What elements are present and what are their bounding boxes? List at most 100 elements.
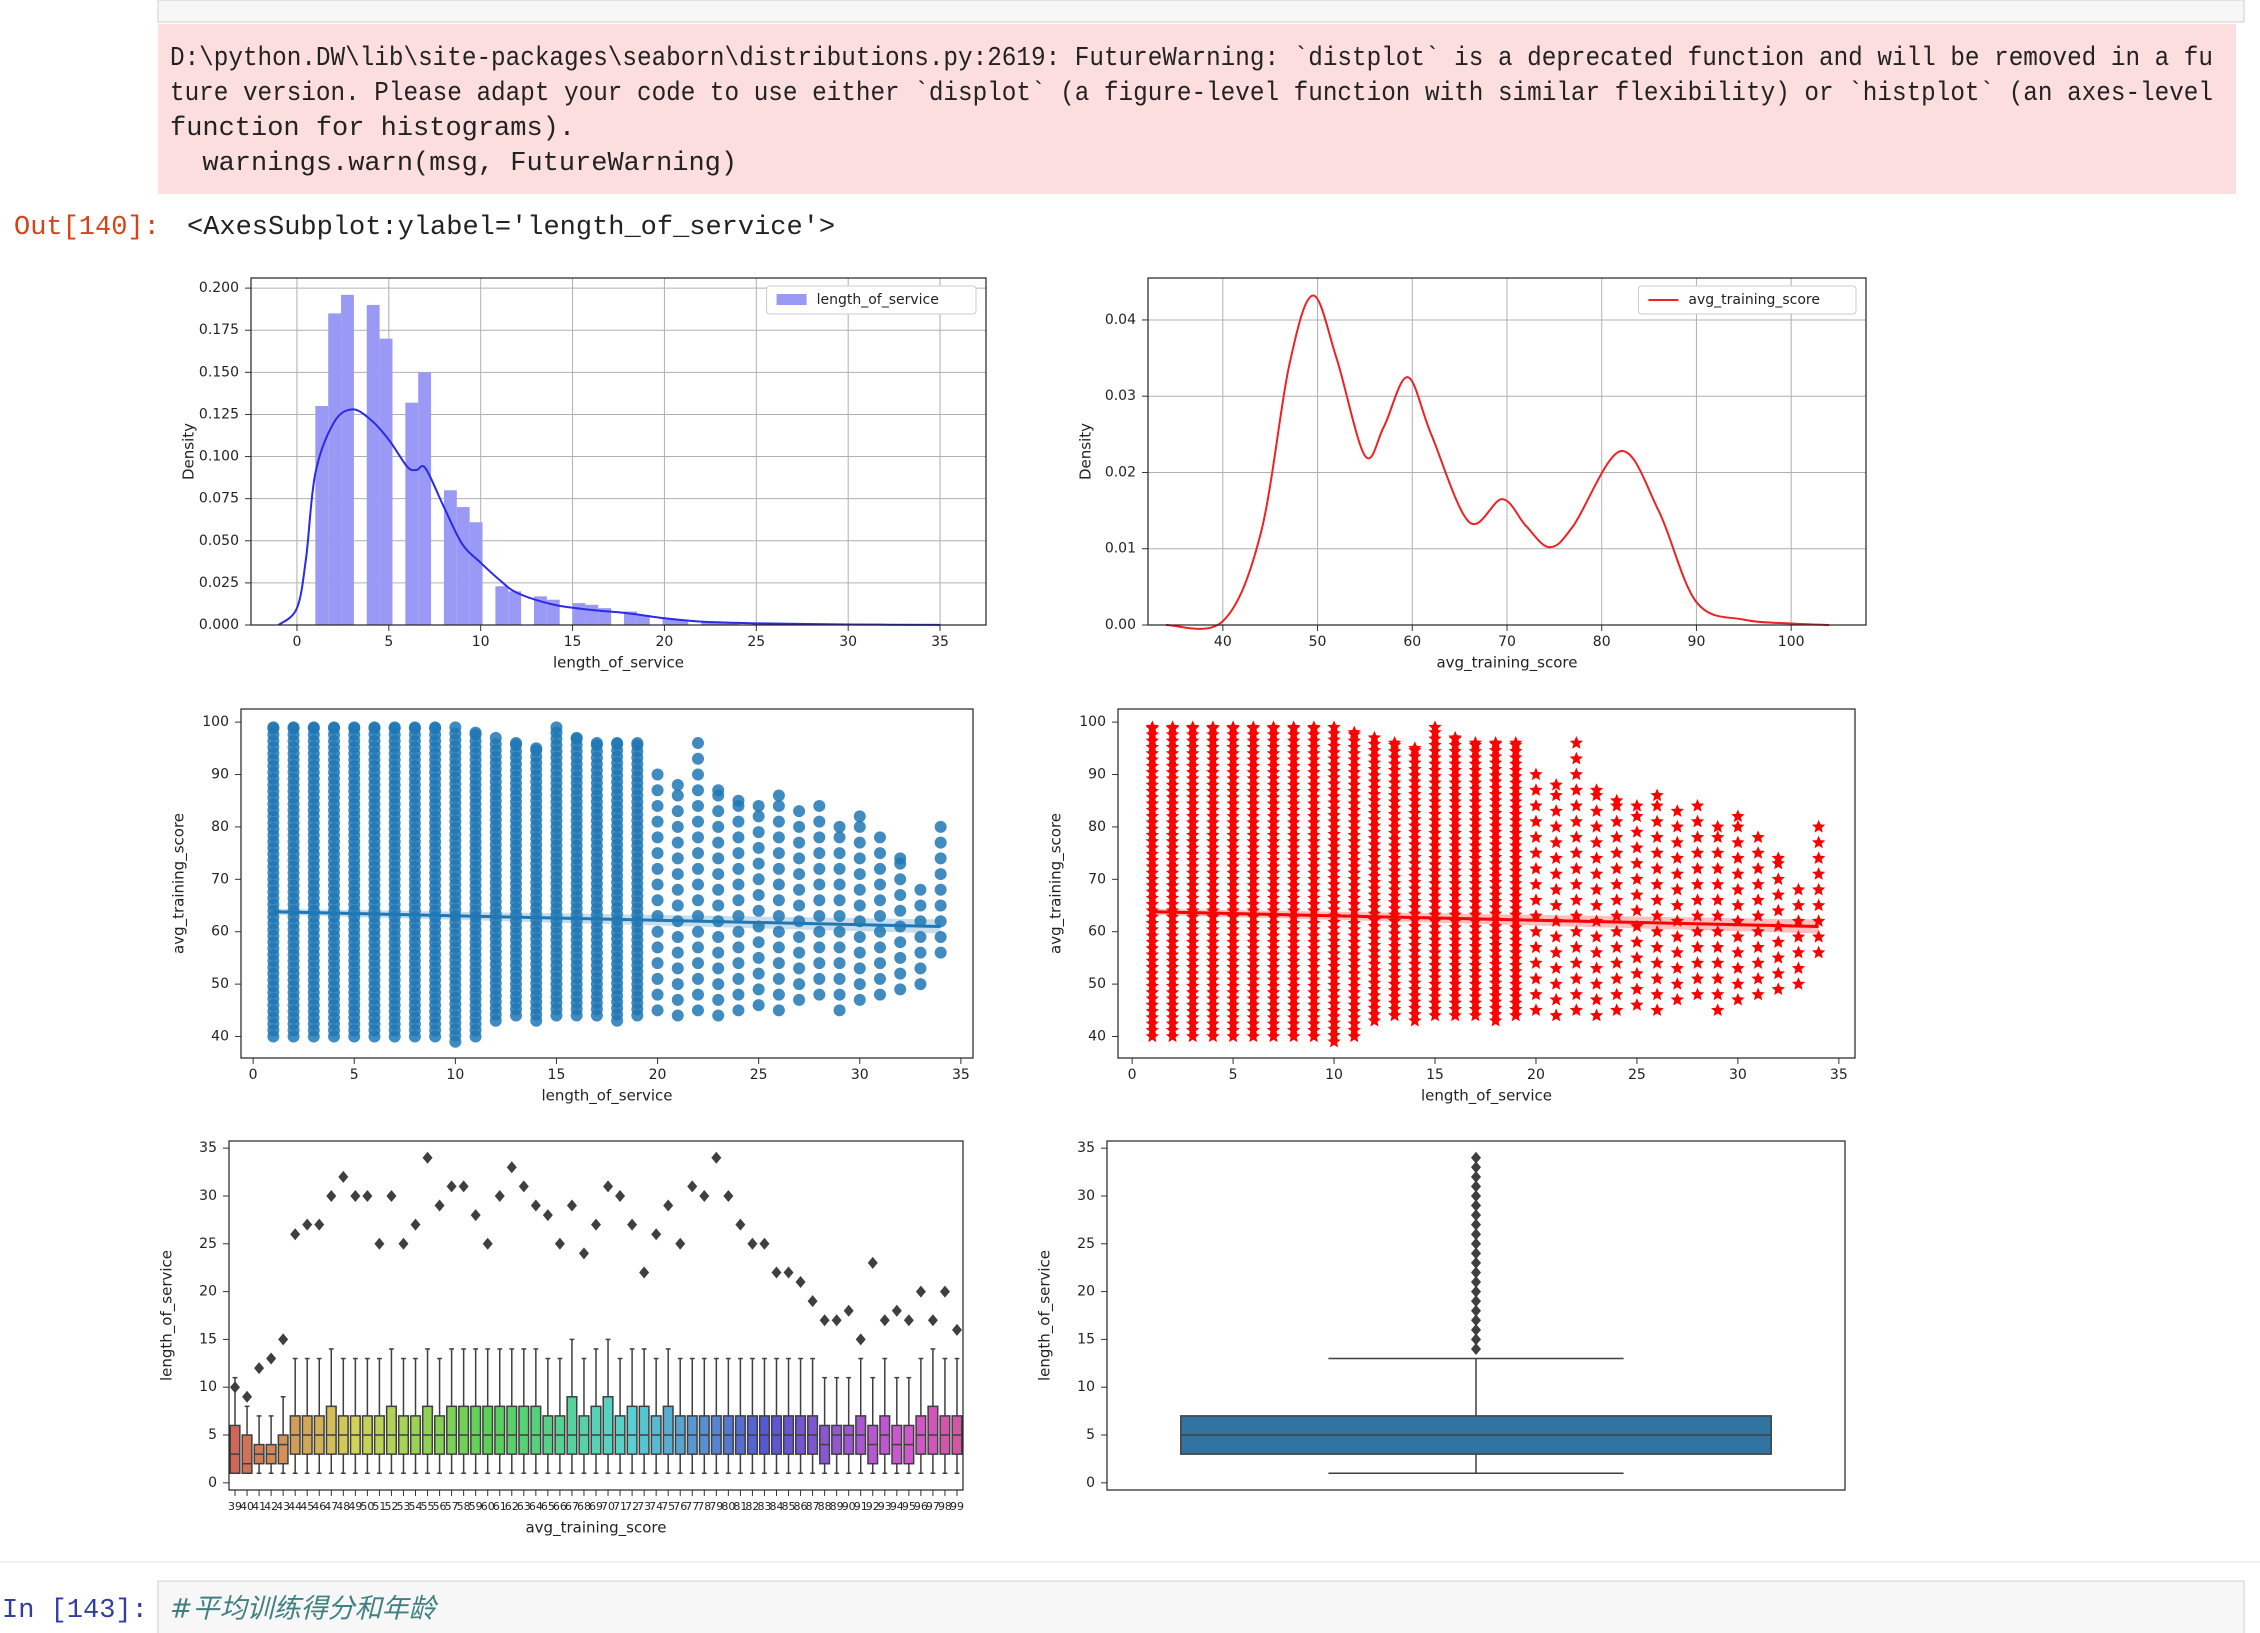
point xyxy=(1165,822,1180,835)
point xyxy=(651,831,664,844)
point xyxy=(1347,759,1361,772)
point xyxy=(1771,935,1785,948)
point xyxy=(1670,804,1684,817)
point xyxy=(1589,788,1604,802)
flier xyxy=(410,1218,421,1231)
point xyxy=(1226,878,1240,892)
point xyxy=(1186,941,1200,955)
point xyxy=(1266,891,1281,904)
point xyxy=(1509,964,1523,978)
point xyxy=(712,899,725,912)
x-axis-label: length_of_service xyxy=(1421,1087,1552,1106)
point xyxy=(1428,876,1442,890)
point xyxy=(1387,863,1402,877)
code-cell[interactable] xyxy=(157,1580,2245,1633)
point xyxy=(1226,872,1240,885)
point xyxy=(1468,832,1483,846)
point xyxy=(1549,977,1563,990)
point xyxy=(1488,976,1503,989)
point xyxy=(772,862,785,875)
x-axis-label: avg_training_score xyxy=(1436,654,1577,673)
point xyxy=(1448,763,1462,776)
point xyxy=(1226,966,1240,980)
point xyxy=(1246,991,1260,1005)
point xyxy=(1488,850,1503,863)
point xyxy=(1771,872,1785,885)
x-tick-label: 52 xyxy=(384,1500,398,1513)
point xyxy=(348,721,361,734)
point xyxy=(1206,1016,1220,1030)
point xyxy=(1347,853,1361,867)
point xyxy=(1448,882,1462,896)
flier xyxy=(290,1228,301,1241)
point xyxy=(1670,835,1684,849)
point xyxy=(1287,916,1301,929)
y-tick-label: 0.075 xyxy=(199,491,239,507)
point xyxy=(429,721,442,734)
point xyxy=(1549,1008,1563,1022)
point xyxy=(1145,746,1159,760)
point xyxy=(570,731,583,744)
point xyxy=(1287,998,1301,1011)
point xyxy=(1509,995,1523,1009)
point xyxy=(1589,961,1604,975)
y-tick-label: 100 xyxy=(202,714,229,730)
point xyxy=(1327,997,1341,1010)
point xyxy=(1246,960,1260,974)
point xyxy=(1226,853,1240,867)
point xyxy=(1266,790,1281,804)
point xyxy=(1145,910,1159,923)
flier xyxy=(1471,1333,1481,1346)
point xyxy=(1428,794,1442,808)
point-column xyxy=(1610,793,1624,1016)
point xyxy=(1428,788,1442,802)
point xyxy=(1367,862,1382,876)
box xyxy=(325,1405,337,1455)
flier xyxy=(1471,1218,1481,1231)
y-tick-label: 25 xyxy=(1077,1236,1095,1252)
box xyxy=(831,1424,843,1455)
point xyxy=(1266,759,1281,772)
point xyxy=(772,941,785,954)
point xyxy=(1488,900,1503,914)
point xyxy=(1408,818,1422,832)
point xyxy=(793,978,806,991)
point xyxy=(1186,1004,1200,1018)
point xyxy=(1569,908,1584,922)
flier xyxy=(230,1381,241,1394)
point xyxy=(1206,1010,1220,1024)
histogram-bar xyxy=(456,507,470,625)
point xyxy=(1468,769,1483,783)
point xyxy=(1165,884,1180,898)
flier xyxy=(350,1189,361,1202)
point xyxy=(1690,893,1705,906)
point xyxy=(671,962,684,975)
histogram-bar xyxy=(572,603,586,625)
point-column xyxy=(752,799,765,1012)
point xyxy=(1731,882,1745,896)
point xyxy=(1186,966,1200,980)
point xyxy=(1266,834,1281,848)
point xyxy=(1448,964,1462,978)
point xyxy=(1347,809,1361,823)
point xyxy=(1287,765,1301,779)
point xyxy=(671,778,684,791)
point xyxy=(833,1004,846,1017)
point xyxy=(1327,934,1341,947)
point xyxy=(1448,970,1462,984)
point xyxy=(1287,752,1301,766)
legend-label: avg_training_score xyxy=(1688,292,1820,308)
point xyxy=(793,868,806,881)
y-tick-label: 0.000 xyxy=(199,617,239,633)
flier xyxy=(458,1180,469,1193)
point xyxy=(833,988,846,1001)
point xyxy=(1347,985,1361,999)
point xyxy=(671,930,684,943)
point xyxy=(1186,796,1200,810)
point xyxy=(1387,1002,1402,1015)
x-tick-label: 0 xyxy=(1128,1067,1137,1083)
point xyxy=(1165,771,1180,785)
point xyxy=(813,941,826,954)
point xyxy=(1226,910,1240,923)
point xyxy=(1428,920,1442,934)
